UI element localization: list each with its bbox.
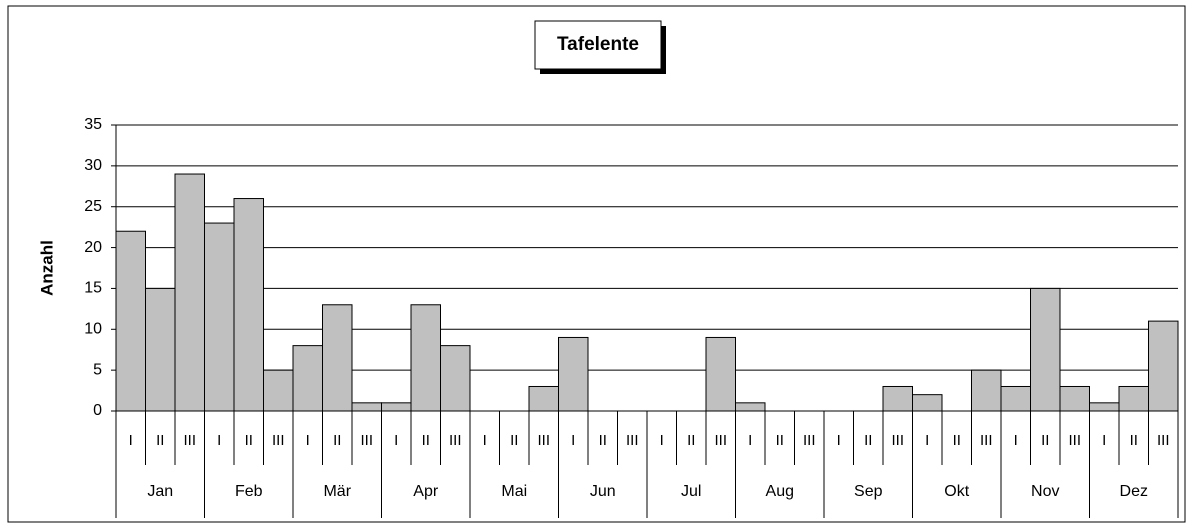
x-tick-label: I (217, 432, 221, 449)
group-label: Mär (323, 483, 351, 500)
bar (233, 198, 264, 412)
bar (292, 345, 323, 412)
bar (204, 222, 235, 412)
group-label: Jan (147, 483, 173, 500)
group-label: Dez (1120, 483, 1148, 500)
x-tick-label: I (483, 432, 487, 449)
y-tick-label: 5 (93, 361, 102, 378)
bar (174, 173, 205, 412)
x-tick-label: III (272, 432, 285, 449)
bar (381, 402, 412, 412)
x-tick-label: II (510, 432, 518, 449)
bar (1030, 287, 1061, 412)
x-tick-label: I (748, 432, 752, 449)
group-label: Feb (235, 483, 263, 500)
x-tick-label: II (1130, 432, 1138, 449)
bar (440, 345, 471, 412)
x-tick-label: III (1157, 432, 1170, 449)
group-label: Jun (590, 483, 616, 500)
x-tick-label: III (449, 432, 462, 449)
y-tick-label: 10 (84, 321, 102, 338)
y-tick-label: 15 (84, 280, 102, 297)
group-label: Jul (681, 483, 701, 500)
bar (351, 402, 382, 412)
x-tick-label: I (129, 432, 133, 449)
bar (1089, 402, 1120, 412)
bar (912, 394, 943, 412)
y-tick-label: 35 (84, 116, 102, 133)
bar (322, 304, 353, 412)
x-tick-label: I (571, 432, 575, 449)
bar (971, 369, 1002, 412)
bar (705, 336, 736, 412)
bar (1148, 320, 1179, 412)
bar (735, 402, 766, 412)
x-tick-label: I (837, 432, 841, 449)
title-box (534, 20, 662, 70)
bar (115, 230, 146, 412)
y-tick-label: 20 (84, 239, 102, 256)
x-tick-label: III (980, 432, 993, 449)
x-tick-label: III (626, 432, 639, 449)
group-label: Mai (501, 483, 527, 500)
x-tick-label: III (803, 432, 816, 449)
x-tick-label: II (156, 432, 164, 449)
bar (882, 385, 913, 412)
x-tick-label: II (864, 432, 872, 449)
x-tick-label: III (537, 432, 550, 449)
bar (528, 385, 559, 412)
y-tick-label: 25 (84, 198, 102, 215)
x-tick-label: III (714, 432, 727, 449)
x-tick-label: III (360, 432, 373, 449)
y-tick-label: 30 (84, 157, 102, 174)
x-tick-label: II (953, 432, 961, 449)
group-label: Apr (413, 483, 439, 500)
y-tick-label: 0 (93, 402, 102, 419)
x-tick-label: III (183, 432, 196, 449)
bar (558, 336, 589, 412)
x-tick-label: I (925, 432, 929, 449)
bar (1118, 385, 1149, 412)
x-tick-label: I (1102, 432, 1106, 449)
bar (145, 287, 176, 412)
x-tick-label: I (660, 432, 664, 449)
x-tick-label: II (422, 432, 430, 449)
x-tick-label: II (776, 432, 784, 449)
group-label: Sep (854, 483, 883, 500)
x-tick-label: I (394, 432, 398, 449)
y-axis-label: Anzahl (37, 240, 56, 296)
x-tick-label: II (687, 432, 695, 449)
group-label: Okt (944, 483, 969, 500)
x-tick-label: II (333, 432, 341, 449)
x-tick-label: III (1068, 432, 1081, 449)
x-tick-label: II (599, 432, 607, 449)
x-tick-label: II (1041, 432, 1049, 449)
x-tick-label: I (1014, 432, 1018, 449)
chart-title: Tafelente (557, 34, 639, 55)
x-tick-label: II (245, 432, 253, 449)
x-tick-label: III (891, 432, 904, 449)
bar (1059, 385, 1090, 412)
x-tick-label: I (306, 432, 310, 449)
bar (410, 304, 441, 412)
group-label: Nov (1031, 483, 1059, 500)
bar (1000, 385, 1031, 412)
group-label: Aug (766, 483, 794, 500)
bar (263, 369, 294, 412)
